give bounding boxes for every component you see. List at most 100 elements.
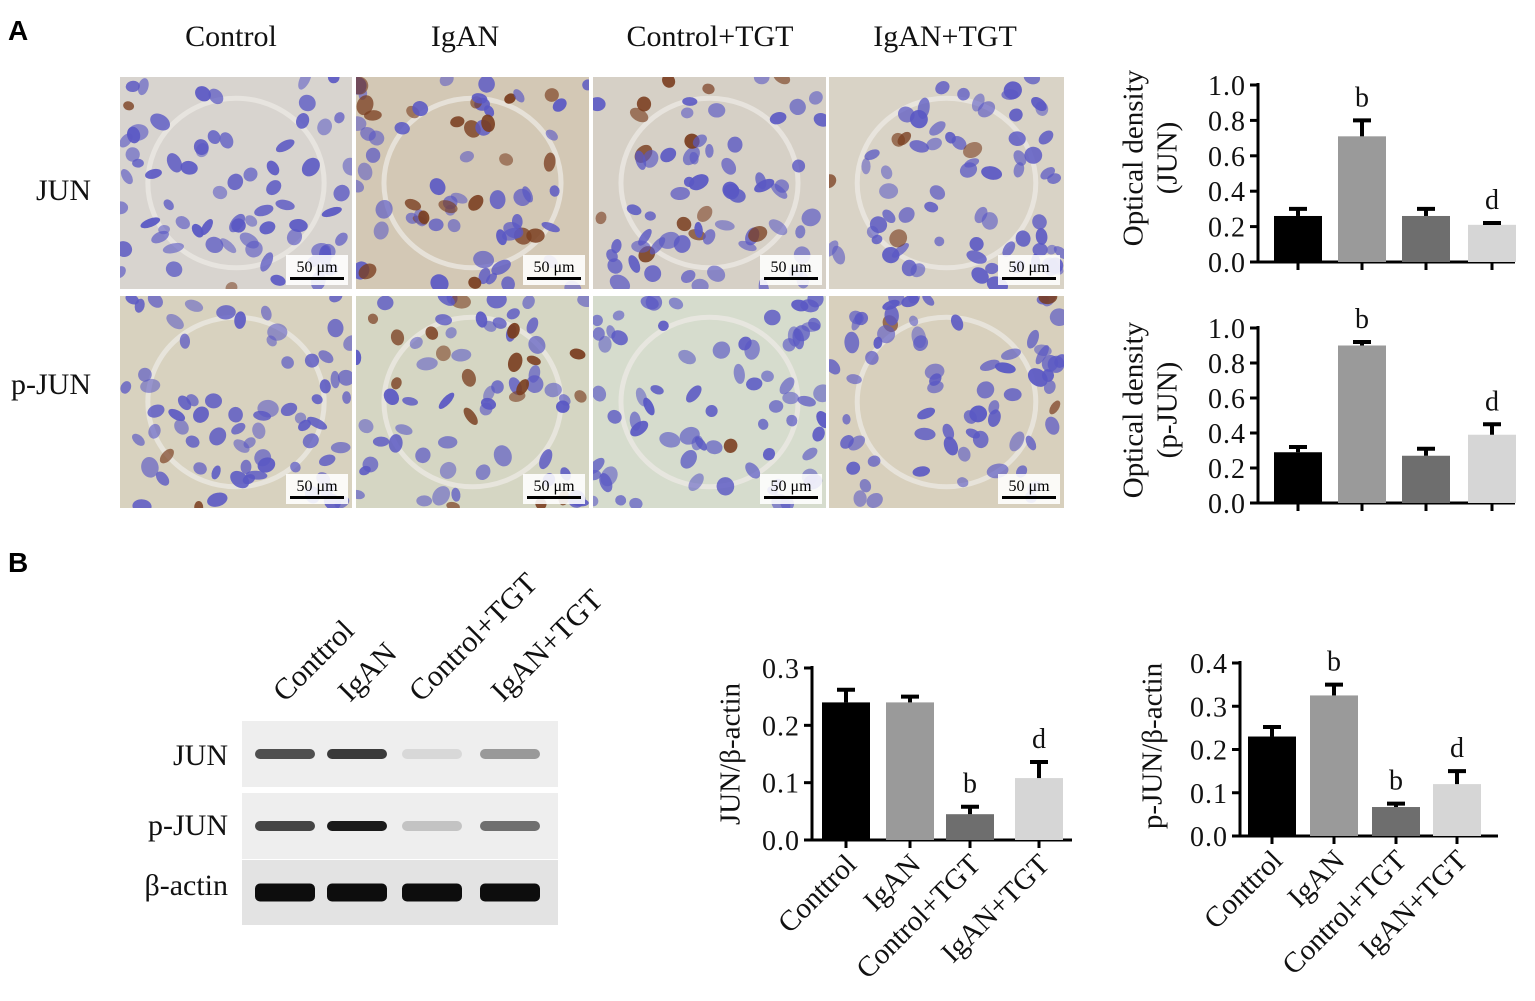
cell-nucleus [195, 143, 209, 158]
cell-nucleus [356, 95, 374, 116]
scale-bar-label: 50 μm [770, 478, 812, 495]
cell-nucleus [191, 223, 204, 238]
cell-nucleus [909, 315, 919, 327]
cell-nucleus [934, 236, 945, 247]
cell-nucleus [132, 433, 145, 446]
cell-nucleus [607, 409, 622, 424]
cell-nucleus [682, 97, 698, 106]
cell-nucleus [333, 184, 350, 202]
cell-nucleus [1053, 246, 1064, 260]
cell-nucleus [629, 107, 649, 123]
cell-nucleus [593, 314, 603, 327]
cell-nucleus [612, 310, 625, 321]
cell-nucleus [882, 209, 896, 224]
cell-nucleus [120, 241, 133, 258]
cell-nucleus [1032, 214, 1047, 230]
cell-nucleus [416, 357, 438, 371]
y-tick-label: 0.0 [1208, 489, 1246, 520]
cell-nucleus [233, 439, 250, 453]
cell-nucleus [319, 454, 336, 467]
y-tick-label: 0.2 [1190, 736, 1228, 767]
cell-nucleus [753, 77, 770, 85]
cell-nucleus [764, 309, 781, 326]
cell-nucleus [359, 465, 371, 476]
cell-nucleus [451, 487, 461, 502]
cell-nucleus [194, 501, 204, 508]
cell-nucleus [296, 113, 310, 129]
cell-nucleus [327, 318, 344, 338]
jun-optical-density-chart: 0.0 0.2 0.4 0.6 0.8 1.0 Optical density (JUN) b d [1118, 69, 1516, 279]
cell-nucleus [773, 77, 791, 85]
y-tick-label: 0.0 [1208, 248, 1246, 279]
blot-band [480, 821, 540, 831]
cell-nucleus [869, 216, 888, 234]
cell-nucleus [853, 490, 867, 507]
cell-nucleus [917, 97, 930, 120]
pjun-beta-actin-chart: 0.00.10.20.30.4p-JUN/β-actinConttrolbIgA… [1137, 647, 1498, 981]
cell-nucleus [593, 327, 605, 341]
cell-nucleus [678, 349, 696, 365]
micrograph-column-label: IgAN+TGT [873, 20, 1017, 53]
cell-nucleus [816, 411, 826, 429]
glomerulus-outline [618, 314, 801, 490]
cell-nucleus [754, 178, 775, 193]
cell-nucleus [383, 388, 400, 406]
cell-nucleus [175, 216, 190, 230]
cell-nucleus [360, 126, 376, 141]
cell-nucleus [120, 381, 132, 394]
significance-label: d [1032, 724, 1046, 755]
cell-nucleus [692, 134, 707, 148]
blot-band [402, 749, 462, 759]
cell-nucleus [289, 218, 308, 233]
cell-nucleus [317, 118, 332, 136]
scale-bar-label: 50 μm [533, 259, 575, 276]
cell-nucleus [927, 380, 944, 394]
cell-nucleus [680, 449, 697, 469]
cell-nucleus [609, 274, 631, 289]
cell-nucleus [712, 341, 731, 359]
cell-nucleus [650, 385, 664, 395]
cell-nucleus [924, 363, 945, 380]
glomerulus-outline [854, 95, 1039, 271]
cell-nucleus [786, 414, 798, 427]
cell-nucleus [475, 311, 488, 328]
blot-band [255, 883, 315, 902]
cell-nucleus [577, 296, 589, 308]
cell-nucleus [1009, 431, 1025, 452]
cell-nucleus [994, 362, 1016, 374]
cell-nucleus [429, 178, 446, 196]
cell-nucleus [478, 77, 495, 93]
y-axis-label: Optical density [1118, 69, 1150, 246]
cell-nucleus [779, 377, 795, 395]
cell-nucleus [180, 160, 198, 175]
cell-nucleus [969, 236, 984, 252]
micrograph-tile: 50 μm [120, 77, 352, 289]
cell-nucleus [280, 402, 298, 417]
bar [1274, 215, 1322, 262]
cell-nucleus [230, 470, 250, 489]
cell-nucleus [151, 230, 169, 244]
blot-band [402, 821, 462, 831]
micrograph-tile: 50 μm [593, 296, 826, 508]
cell-nucleus [120, 169, 133, 185]
cell-nucleus [337, 369, 352, 386]
scale-bar-line [1002, 277, 1056, 280]
y-axis-label: (JUN) [1152, 122, 1184, 195]
cell-nucleus [461, 368, 476, 387]
cell-nucleus [813, 384, 826, 403]
cell-nucleus [342, 157, 352, 176]
bar [1468, 224, 1516, 262]
cell-nucleus [705, 144, 714, 158]
cell-nucleus [943, 436, 959, 456]
cell-nucleus [769, 112, 787, 125]
cell-nucleus [358, 263, 377, 280]
cell-nucleus [225, 282, 238, 289]
cell-nucleus [163, 199, 174, 211]
cell-nucleus [694, 221, 703, 238]
cell-nucleus [985, 262, 999, 275]
cell-nucleus [635, 387, 648, 407]
cell-nucleus [912, 466, 931, 477]
cell-nucleus [1023, 77, 1041, 85]
cell-nucleus [913, 335, 929, 351]
cell-nucleus [702, 83, 715, 95]
